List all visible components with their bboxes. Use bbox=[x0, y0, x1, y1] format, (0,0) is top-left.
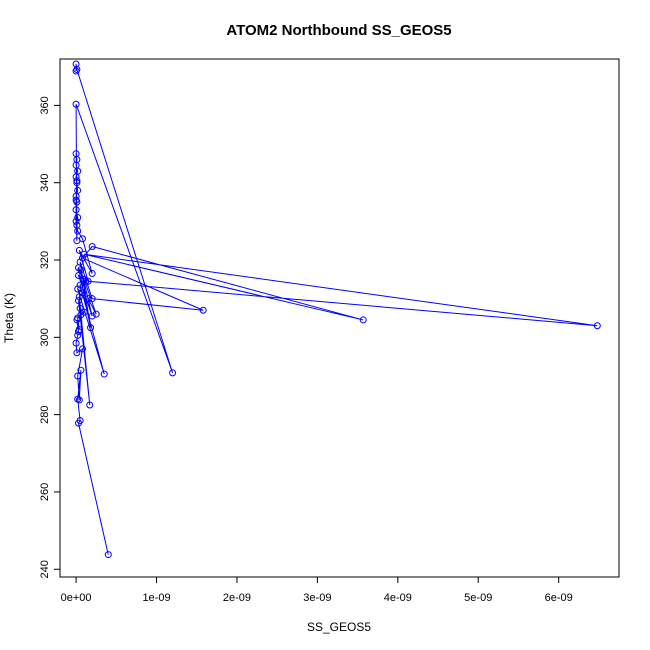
series-line bbox=[75, 63, 598, 555]
y-tick-label: 260 bbox=[39, 483, 51, 501]
data-point bbox=[75, 246, 83, 254]
x-tick-label: 2e-09 bbox=[223, 592, 251, 604]
data-point bbox=[88, 295, 96, 303]
chart-title: ATOM2 Northbound SS_GEOS5 bbox=[226, 22, 451, 39]
x-tick-label: 1e-09 bbox=[142, 592, 170, 604]
y-tick-label: 360 bbox=[39, 96, 51, 114]
data-point bbox=[72, 67, 80, 75]
data-point bbox=[74, 213, 82, 221]
data-point bbox=[84, 277, 92, 285]
data-point bbox=[74, 372, 82, 380]
y-axis: 240 260 280 300 320 340 360 bbox=[39, 96, 61, 578]
data-point bbox=[593, 322, 601, 330]
data-point bbox=[79, 345, 87, 353]
data-point bbox=[73, 237, 81, 245]
data-point bbox=[88, 270, 96, 278]
data-point bbox=[76, 416, 84, 424]
data-point bbox=[84, 295, 92, 303]
x-tick-label: 4e-09 bbox=[384, 592, 412, 604]
data-point bbox=[75, 326, 83, 334]
data-point bbox=[72, 150, 80, 158]
data-point bbox=[80, 308, 88, 316]
data-point bbox=[76, 304, 84, 312]
y-axis-label: Theta (K) bbox=[2, 293, 16, 343]
data-point bbox=[76, 281, 84, 289]
data-point bbox=[104, 551, 112, 559]
data-point bbox=[72, 206, 80, 214]
x-tick-label: 5e-09 bbox=[464, 592, 492, 604]
data-point bbox=[73, 177, 81, 185]
data-point bbox=[77, 366, 85, 374]
data-point bbox=[80, 250, 88, 258]
data-point bbox=[72, 339, 80, 347]
data-point bbox=[73, 349, 81, 357]
x-tick-label: 0e+00 bbox=[61, 592, 92, 604]
data-point bbox=[79, 254, 87, 262]
x-tick-label: 3e-09 bbox=[303, 592, 331, 604]
y-tick-label: 320 bbox=[39, 251, 51, 269]
data-point bbox=[92, 310, 100, 318]
y-tick-label: 280 bbox=[39, 405, 51, 423]
data-point bbox=[74, 186, 82, 194]
y-tick-label: 340 bbox=[39, 174, 51, 192]
data-point bbox=[72, 60, 80, 68]
data-point bbox=[100, 370, 108, 378]
data-point bbox=[72, 217, 80, 225]
data-point bbox=[79, 289, 87, 297]
x-axis: 0e+00 1e-09 2e-09 3e-09 4e-09 5e-09 6e-09 bbox=[61, 576, 573, 604]
data-point bbox=[82, 277, 90, 285]
data-point bbox=[88, 312, 96, 320]
data-point bbox=[359, 316, 367, 324]
data-point bbox=[75, 271, 82, 279]
y-tick-label: 240 bbox=[39, 560, 51, 578]
data-point bbox=[72, 100, 80, 108]
y-tick-label: 300 bbox=[39, 328, 51, 346]
data-series bbox=[72, 60, 601, 559]
data-point bbox=[72, 196, 80, 204]
data-point bbox=[75, 297, 82, 305]
data-point bbox=[199, 306, 207, 314]
data-point bbox=[86, 401, 94, 409]
data-point bbox=[73, 221, 81, 229]
data-point bbox=[87, 324, 95, 332]
data-point bbox=[75, 396, 83, 404]
data-point bbox=[88, 242, 96, 250]
x-tick-label: 6e-09 bbox=[545, 592, 573, 604]
plot-frame bbox=[59, 58, 620, 578]
x-axis-label: SS_GEOS5 bbox=[307, 620, 371, 634]
data-point bbox=[80, 275, 88, 283]
data-point bbox=[169, 369, 177, 377]
